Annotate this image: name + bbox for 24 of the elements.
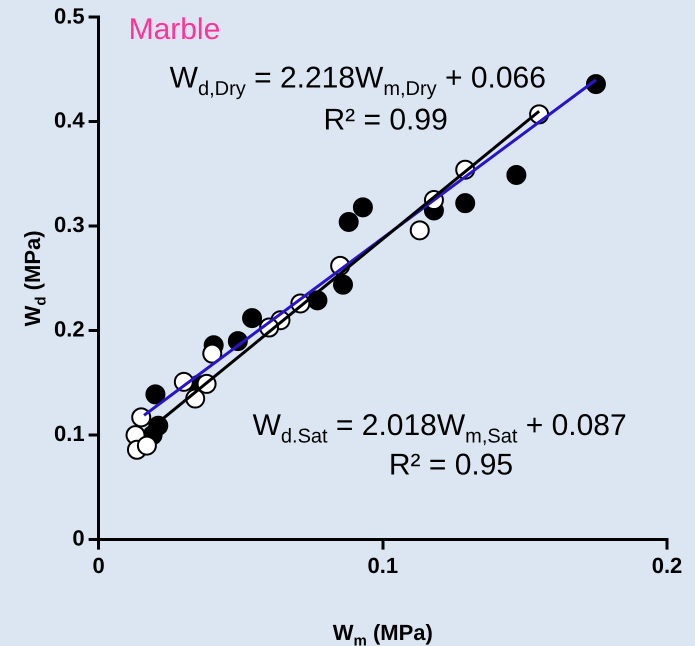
y-tick-label: 0.1 — [54, 421, 85, 446]
point — [136, 436, 157, 456]
y-axis-title: Wd (MPa) — [20, 230, 50, 326]
x-tick-label: 0.2 — [652, 552, 682, 578]
point — [242, 308, 262, 328]
x-tick-label: 0 — [92, 552, 105, 578]
point — [338, 212, 359, 232]
y-tick-label: 0.5 — [54, 3, 85, 28]
point — [333, 274, 354, 295]
y-tick-label: 0.3 — [54, 212, 85, 238]
point — [455, 193, 476, 214]
chart-title: Marble — [128, 13, 220, 46]
y-tick-label: 0.4 — [54, 108, 86, 133]
point — [202, 344, 222, 364]
point — [506, 164, 526, 185]
point — [131, 407, 152, 428]
point — [145, 384, 166, 404]
x-tick-label: 0.1 — [367, 552, 398, 578]
y-tick-label: 0.2 — [54, 316, 85, 342]
annotation: R² = 0.99 — [324, 104, 448, 137]
point — [352, 197, 373, 218]
point — [410, 220, 430, 240]
y-tick-label: 0 — [72, 526, 85, 551]
annotation: R² = 0.95 — [388, 448, 514, 482]
